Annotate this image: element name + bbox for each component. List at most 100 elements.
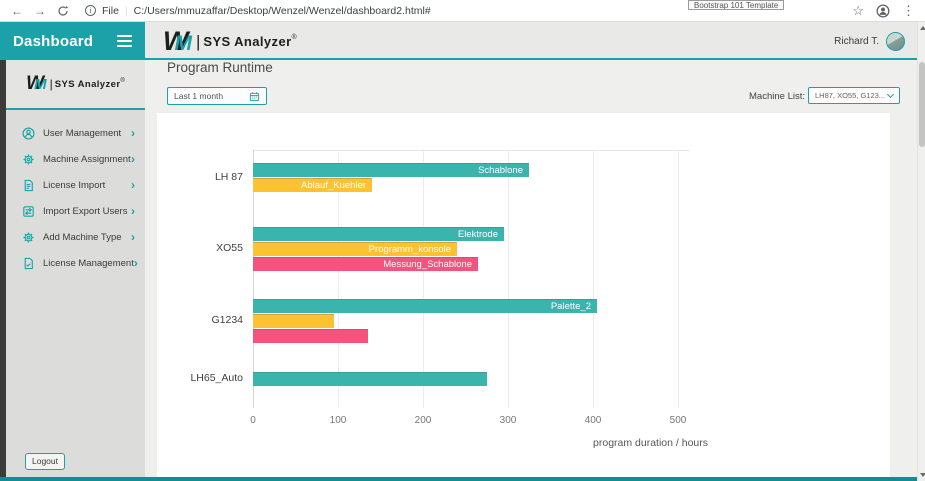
address-url[interactable]: C:/Users/mmuzaffar/Desktop/Wenzel/Wenzel… — [133, 4, 431, 17]
brand-block: Dashboard — [0, 22, 145, 60]
logo-w: W — [163, 26, 189, 56]
app-header: Dashboard WM | SYS Analyzer ® Richard T. — [0, 22, 925, 60]
chevron-right-icon: › — [131, 152, 135, 166]
bar-data-label: Ablauf_Kuehler — [301, 179, 366, 191]
sidebar-item-license-management[interactable]: License Management › — [6, 250, 145, 276]
gear-icon — [22, 231, 35, 244]
wm-sys-analyzer-logo: WM | SYS Analyzer ® — [163, 26, 297, 57]
gridline-100 — [338, 150, 339, 408]
chevron-right-icon: › — [133, 256, 138, 270]
gridline-0 — [253, 150, 254, 408]
sidebar-item-label: License Import — [43, 179, 106, 191]
logo-m: M — [34, 76, 46, 93]
chevron-right-icon: › — [131, 204, 135, 218]
user-icon — [22, 127, 35, 140]
sidebar-item-label: License Management — [43, 257, 134, 269]
x-axis-tick-label: 200 — [414, 415, 432, 426]
sidebar-item-user-management[interactable]: User Management › — [6, 120, 145, 146]
bar-g1234-2[interactable] — [253, 329, 368, 343]
bar-ablauf-kuehler[interactable]: Ablauf_Kuehler — [253, 178, 372, 192]
scrollbar-thumb[interactable] — [919, 62, 925, 147]
chevron-right-icon: › — [131, 178, 135, 192]
bar-data-label: Palette_2 — [550, 300, 591, 312]
sidebar-item-add-machine-type[interactable]: Add Machine Type › — [6, 224, 145, 250]
reload-icon[interactable] — [57, 5, 69, 17]
bar-schablone[interactable]: Schablone — [253, 163, 529, 177]
machine-list-value: LH87, XO55, G123... — [815, 91, 886, 100]
scrollbar-up-arrow-icon[interactable] — [919, 26, 925, 30]
logo-divider: | — [49, 77, 53, 91]
user-name: Richard T. — [834, 35, 879, 47]
user-avatar[interactable] — [886, 31, 905, 51]
browser-toolbar: ← → i File | C:/Users/mmuzaffar/Desktop/… — [0, 0, 925, 22]
tab-tooltip: Bootstrap 101 Template — [688, 0, 785, 10]
x-axis-tick-label: 100 — [329, 415, 347, 426]
license-file-icon — [22, 257, 35, 270]
sidebar-item-import-export-users[interactable]: Import Export Users › — [6, 198, 145, 224]
x-axis-tick-label: 300 — [499, 415, 517, 426]
sidebar-item-label: Add Machine Type — [43, 231, 122, 243]
category-label-lh-87: LH 87 — [214, 170, 243, 183]
x-axis-tick-label: 400 — [584, 415, 602, 426]
sidebar-item-label: User Management — [43, 127, 122, 139]
bar-g1234-1[interactable] — [253, 314, 334, 328]
scrollbar-down-arrow-icon[interactable] — [919, 473, 925, 477]
logo-registered-mark: ® — [120, 78, 125, 84]
address-bar[interactable]: i File | C:/Users/mmuzaffar/Desktop/Wenz… — [85, 5, 431, 17]
bar-data-label: Programm_konsole — [368, 243, 451, 255]
plot-top-border — [253, 150, 690, 151]
logout-button[interactable]: Logout — [25, 453, 65, 470]
calendar-icon — [249, 91, 260, 102]
sidebar-logo: WM | SYS Analyzer ® — [6, 60, 145, 110]
chevron-right-icon: › — [131, 230, 135, 244]
bar-messung-schablone[interactable]: Messung_Schablone — [253, 257, 478, 271]
bar-data-label: Schablone — [478, 164, 523, 176]
bar-data-label: Elektrode — [457, 228, 498, 240]
address-divider: | — [124, 4, 128, 17]
date-range-value: Last 1 month — [174, 91, 224, 101]
bar-lh65-auto-0[interactable] — [253, 372, 487, 386]
gridline-200 — [423, 150, 424, 408]
logo-name: SYS Analyzer — [203, 34, 292, 49]
chevron-right-icon: › — [131, 126, 135, 140]
logo-registered-mark: ® — [291, 34, 297, 41]
logo-m: M — [174, 32, 191, 55]
logo-divider: | — [195, 31, 201, 51]
machine-list-dropdown[interactable]: LH87, XO55, G123... — [808, 87, 900, 104]
hamburger-menu-icon[interactable] — [117, 35, 132, 47]
bar-elektrode[interactable]: Elektrode — [253, 227, 504, 241]
category-label-lh65-auto: LH65_Auto — [190, 372, 243, 384]
bar-palette-2[interactable]: Palette_2 — [253, 299, 597, 313]
logo-name: SYS Analyzer — [54, 78, 121, 90]
x-axis-title: program duration / hours — [593, 437, 708, 449]
sidebar-menu: User Management › Machine Assignment › Licen… — [6, 120, 145, 276]
page-scrollbar[interactable] — [917, 22, 925, 481]
sidebar: WM | SYS Analyzer ® User Management › Mach… — [0, 60, 145, 477]
page-title: Program Runtime — [167, 60, 273, 75]
footer-strip — [0, 477, 917, 481]
bookmark-star-icon[interactable]: ☆ — [852, 2, 864, 18]
back-icon[interactable]: ← — [11, 3, 23, 18]
info-icon[interactable]: i — [85, 5, 96, 16]
gridline-300 — [508, 150, 509, 408]
browser-profile-icon[interactable] — [876, 4, 890, 18]
date-range-picker[interactable]: Last 1 month — [167, 87, 267, 105]
user-chip: Richard T. — [834, 22, 905, 60]
address-scheme: File — [102, 4, 119, 17]
app-title: Dashboard — [13, 32, 94, 50]
sidebar-item-machine-assignment[interactable]: Machine Assignment › — [6, 146, 145, 172]
sidebar-item-license-import[interactable]: License Import › — [6, 172, 145, 198]
browser-menu-icon[interactable]: ⋮ — [902, 2, 915, 18]
logo-w: W — [26, 73, 44, 94]
x-axis-tick-label: 500 — [669, 415, 687, 426]
gridline-400 — [593, 150, 594, 408]
forward-icon[interactable]: → — [34, 3, 46, 18]
gridline-500 — [678, 150, 679, 408]
gear-icon — [22, 153, 35, 166]
category-label-xo55: XO55 — [216, 242, 243, 254]
category-label-g1234: G1234 — [211, 314, 243, 326]
x-axis-tick-label: 0 — [250, 415, 256, 426]
bar-programm-konsole[interactable]: Programm_konsole — [253, 242, 457, 256]
